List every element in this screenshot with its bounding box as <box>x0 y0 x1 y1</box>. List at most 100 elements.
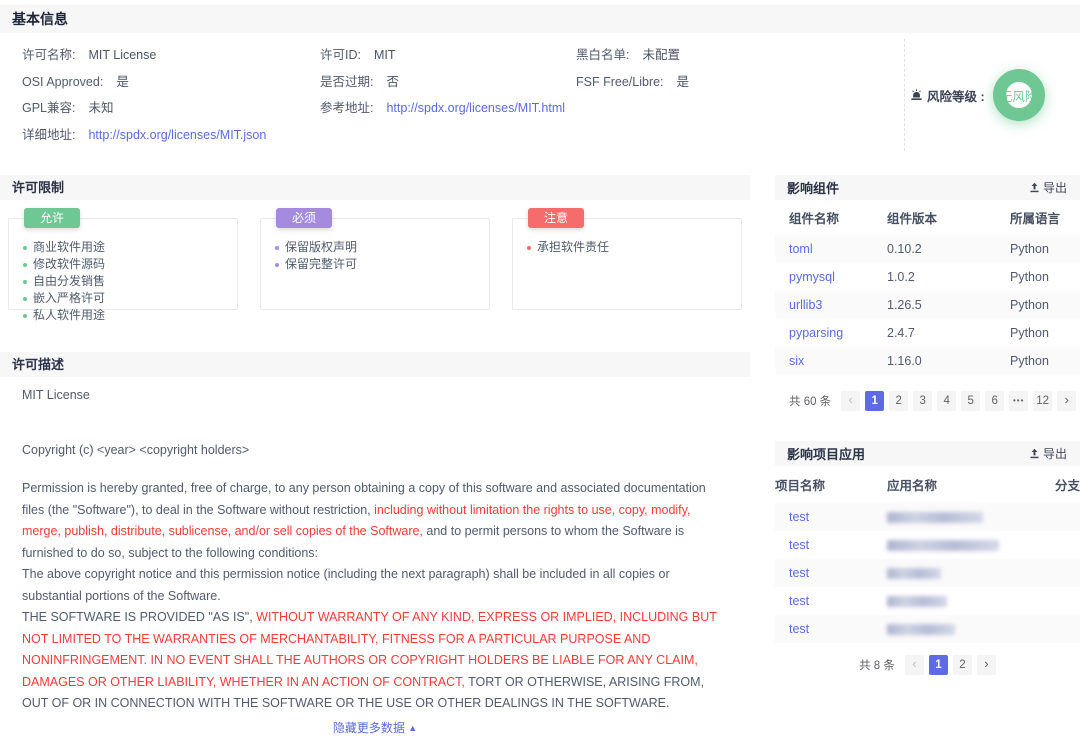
basic-info-body: 许可名称: MIT License OSI Approved: 是 GPL兼容: 未知… <box>0 33 1080 161</box>
required-card-box: 保留版权声明 保留完整许可 <box>260 218 490 310</box>
branch-cell <box>1010 615 1080 643</box>
reference-url-link[interactable]: http://spdx.org/licenses/MIT.html <box>386 101 566 115</box>
affected-components-panel: 影响组件 导出 组件名称 组件版本 <box>775 175 1080 411</box>
next-page-button[interactable]: › <box>976 655 996 675</box>
detail-url-link[interactable]: http://spdx.org/licenses/MIT.json <box>88 127 267 142</box>
component-name-cell: six <box>775 347 887 375</box>
component-link[interactable]: toml <box>789 242 813 256</box>
projects-panel-header: 影响项目应用 导出 <box>775 441 1080 466</box>
project-link[interactable]: test <box>789 510 810 524</box>
description-paragraph: Permission is hereby granted, free of ch… <box>22 478 728 564</box>
page-button-6[interactable]: 6 <box>985 391 1005 411</box>
component-version-cell: 0.10.2 <box>887 242 922 256</box>
right-column: 影响组件 导出 组件名称 组件版本 <box>775 175 1080 736</box>
redacted-app-name <box>887 567 941 579</box>
table-row: test <box>775 503 1080 531</box>
table-row: toml 0.10.2 Python <box>775 235 1080 263</box>
component-language-cell: Python <box>1010 298 1049 312</box>
restriction-card-allowed: 允许 商业软件用途 修改软件源码 自由分发销售 嵌入严格许可 私人软件用途 <box>8 208 238 322</box>
description-paragraph: THE SOFTWARE IS PROVIDED "AS IS", WITHOU… <box>22 607 728 715</box>
column-header-branch: 分支 <box>1054 479 1080 493</box>
project-link[interactable]: test <box>789 566 810 580</box>
collapse-more-data: 隐藏更多数据 ▲ <box>0 719 750 736</box>
more-pages-button[interactable]: ••• <box>1009 391 1029 411</box>
field-license-name: 许可名称: MIT License <box>22 42 320 69</box>
info-column-2: 许可ID: MIT 是否过期: 否 参考地址: http://spdx.org/lic… <box>320 42 576 148</box>
total-count: 共 8 条 <box>859 660 895 672</box>
page-button-1[interactable]: 1 <box>928 655 948 675</box>
page-button-2[interactable]: 2 <box>889 391 909 411</box>
restriction-card-caution: 注意 承担软件责任 <box>512 208 742 310</box>
allowed-tag: 允许 <box>24 208 81 228</box>
description-paragraph: The above copyright notice and this perm… <box>22 567 670 603</box>
page-button-5[interactable]: 5 <box>961 391 981 411</box>
components-table: 组件名称 组件版本 所属语言 toml 0.10.2 Python pymysq… <box>775 200 1080 375</box>
description-segment: THE SOFTWARE IS PROVIDED "AS IS", <box>22 610 257 624</box>
export-upload-icon <box>1030 182 1039 193</box>
field-license-id: 许可ID: MIT <box>320 42 576 69</box>
column-header-component-name: 组件名称 <box>789 212 840 226</box>
field-value: 否 <box>386 74 399 89</box>
field-label: 许可名称: <box>22 48 76 62</box>
prev-page-button[interactable]: ‹ <box>841 391 861 411</box>
field-reference-url: 参考地址: http://spdx.org/licenses/MIT.html <box>320 95 576 122</box>
field-label: 黑白名单: <box>576 48 630 62</box>
app-name-cell <box>887 615 1010 643</box>
table-row: pymysql 1.0.2 Python <box>775 263 1080 291</box>
page-button-12[interactable]: 12 <box>1033 391 1053 411</box>
field-label: 许可ID: <box>320 48 361 62</box>
license-description-text: MIT License Copyright (c) <year> <copyri… <box>0 377 728 715</box>
component-version-cell: 2.4.7 <box>887 326 915 340</box>
page-button-3[interactable]: 3 <box>913 391 933 411</box>
component-link[interactable]: urllib3 <box>789 298 823 312</box>
restriction-item: 自由分发销售 <box>23 273 223 290</box>
table-row: test <box>775 531 1080 559</box>
page-button-2[interactable]: 2 <box>952 655 972 675</box>
field-label: 参考地址: <box>320 101 374 115</box>
project-link[interactable]: test <box>789 622 810 636</box>
risk-level-badge: 无风险 <box>992 69 1045 121</box>
field-label: FSF Free/Libre: <box>576 74 664 89</box>
restriction-item: 嵌入严格许可 <box>23 290 223 307</box>
next-page-button[interactable]: › <box>1057 391 1077 411</box>
table-row: urllib3 1.26.5 Python <box>775 291 1080 319</box>
table-row: test <box>775 587 1080 615</box>
info-column-1: 许可名称: MIT License OSI Approved: 是 GPL兼容: 未知… <box>22 42 320 148</box>
projects-pagination: 共 8 条 ‹ 1 2 › <box>775 643 1080 675</box>
page-button-4[interactable]: 4 <box>937 391 957 411</box>
collapse-label: 隐藏更多数据 <box>332 720 405 735</box>
field-value: 未知 <box>88 101 114 115</box>
page-button-1[interactable]: 1 <box>865 391 885 411</box>
app-name-cell <box>887 531 1010 559</box>
components-export-button[interactable]: 导出 <box>1029 179 1067 196</box>
component-version-cell: 1.26.5 <box>887 298 922 312</box>
component-language-cell: Python <box>1010 326 1049 340</box>
info-columns: 许可名称: MIT License OSI Approved: 是 GPL兼容: 未知… <box>22 42 1080 148</box>
redacted-app-name <box>887 511 983 523</box>
allowed-card-box: 商业软件用途 修改软件源码 自由分发销售 嵌入严格许可 私人软件用途 <box>8 218 238 322</box>
table-row: six 1.16.0 Python <box>775 347 1080 375</box>
restriction-item: 商业软件用途 <box>23 239 223 256</box>
app-name-cell <box>887 503 1010 531</box>
column-header-component-version: 组件版本 <box>887 212 938 226</box>
component-name-cell: urllib3 <box>775 291 887 319</box>
collapse-more-data-link[interactable]: 隐藏更多数据 ▲ <box>333 721 417 735</box>
project-link[interactable]: test <box>789 538 810 552</box>
component-link[interactable]: six <box>789 354 805 368</box>
projects-export-button[interactable]: 导出 <box>1029 445 1067 462</box>
project-name-cell: test <box>775 615 887 643</box>
component-link[interactable]: pymysql <box>789 270 835 284</box>
prev-page-button[interactable]: ‹ <box>904 655 924 675</box>
branch-cell <box>1010 531 1080 559</box>
caution-tag: 注意 <box>528 208 585 228</box>
component-version-cell: 1.16.0 <box>887 354 922 368</box>
field-value: MIT <box>373 48 396 62</box>
column-header-app-name: 应用名称 <box>887 479 938 493</box>
component-link[interactable]: pyparsing <box>789 326 844 340</box>
component-language-cell: Python <box>1010 242 1049 256</box>
field-label: OSI Approved: <box>22 74 104 89</box>
components-pagination: 共 60 条 ‹ 1 2 3 4 5 6 ••• 12 › <box>775 375 1080 411</box>
risk-level-label-group: 风险等级 : <box>910 86 985 105</box>
project-link[interactable]: test <box>789 594 810 608</box>
field-detail-url: 详细地址: http://spdx.org/licenses/MIT.json <box>22 122 320 149</box>
